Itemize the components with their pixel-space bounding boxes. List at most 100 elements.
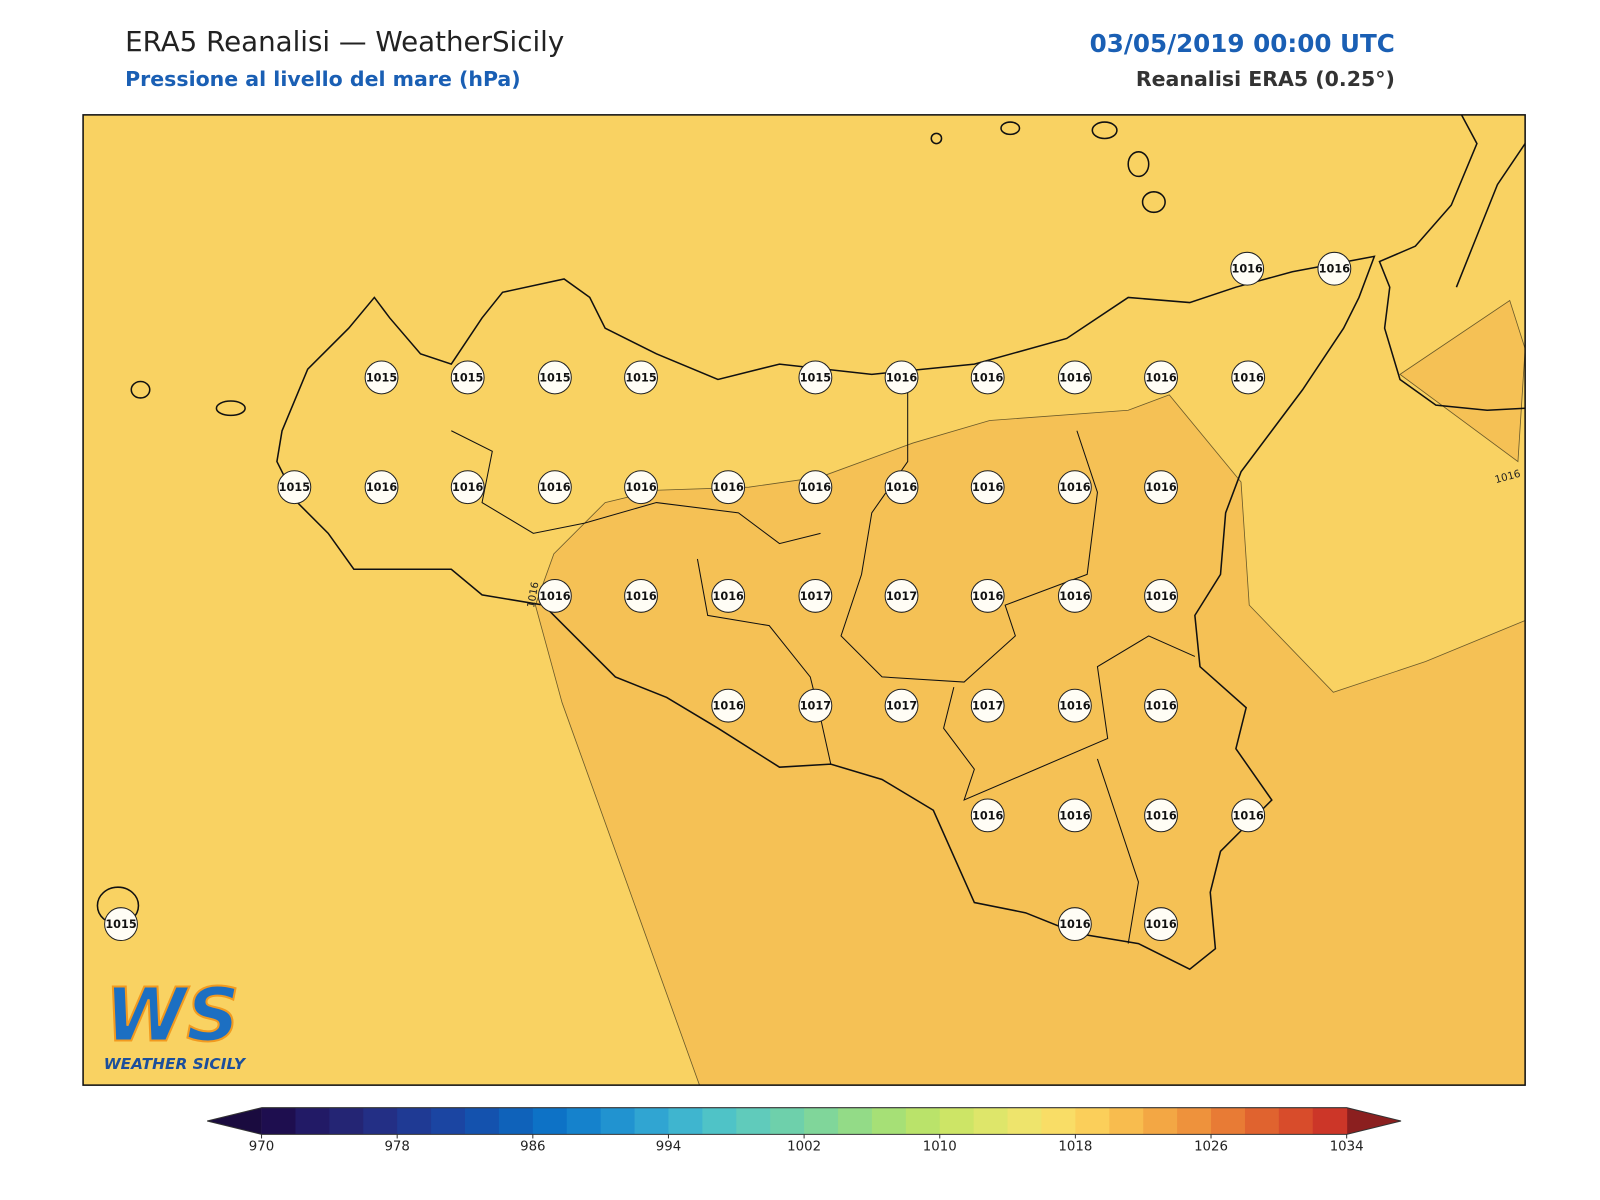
station-marker — [970, 688, 1005, 723]
station-value: 1016 — [972, 590, 1004, 603]
station-marker — [970, 578, 1005, 613]
colorbar-bin — [736, 1107, 771, 1135]
station-marker — [711, 470, 746, 505]
station-marker — [1057, 578, 1092, 613]
station-marker — [1144, 688, 1178, 723]
colorbar-bin — [1075, 1107, 1110, 1135]
colorbar-extend-under — [207, 1107, 262, 1135]
colorbar-bin — [532, 1107, 568, 1135]
station-value: 1017 — [972, 700, 1003, 713]
station-marker — [884, 578, 919, 613]
colorbar-bin — [770, 1107, 805, 1135]
station-value: 1016 — [800, 481, 832, 494]
colorbar-outline — [207, 1107, 1402, 1135]
colorbar-bin — [634, 1107, 669, 1135]
colorbar: 970 978 986 994 1002 1010 1018 1026 1034 — [207, 1107, 1402, 1155]
station-value: 1015 — [452, 371, 484, 384]
station-marker — [798, 360, 833, 395]
station-marker — [884, 470, 919, 505]
station-marker — [537, 578, 572, 613]
station-marker — [1057, 470, 1092, 505]
station-marker — [711, 578, 746, 613]
station-value: 1016 — [1059, 371, 1091, 384]
station-marker — [970, 360, 1005, 395]
colorbar-bin — [905, 1107, 941, 1135]
date: 03/05/2019 00:00 UTC — [1090, 29, 1395, 58]
island — [1000, 121, 1021, 136]
station-marker — [624, 360, 658, 395]
station-marker — [970, 470, 1005, 505]
station-value: 1016 — [1145, 809, 1177, 822]
station-value: 1016 — [972, 371, 1004, 384]
station-marker — [624, 578, 658, 613]
station-value: 1016 — [1145, 590, 1177, 603]
colorbar-bin — [498, 1107, 534, 1135]
colorbar-tick-label: 1034 — [1330, 1140, 1364, 1155]
station-marker — [1144, 798, 1178, 833]
station-value: 1016 — [1145, 371, 1177, 384]
colorbar-tick-label: 970 — [249, 1140, 274, 1155]
colorbar-extend-over — [1346, 1107, 1402, 1135]
station-marker — [1144, 578, 1178, 613]
station-marker — [798, 578, 833, 613]
station-marker — [1230, 251, 1265, 286]
station-value: 1016 — [1059, 481, 1091, 494]
island — [930, 132, 943, 145]
station-marker — [104, 907, 138, 942]
station-value: 1016 — [1145, 481, 1177, 494]
colorbar-bin — [668, 1107, 703, 1135]
station-marker — [277, 470, 312, 505]
colorbar-bin — [1177, 1107, 1212, 1135]
station-marker — [970, 798, 1005, 833]
island — [1141, 191, 1166, 214]
map-frame — [82, 114, 1526, 1086]
logo-mark: WS — [105, 973, 240, 1059]
station-value: 1017 — [886, 700, 917, 713]
colorbar-bin — [397, 1107, 432, 1135]
colorbar-tick-label: 994 — [656, 1140, 681, 1155]
subtitle: Pressione al livello del mare (hPa) — [125, 67, 521, 91]
colorbar-bin — [1244, 1107, 1280, 1135]
colorbar-bin — [1007, 1107, 1042, 1135]
station-value: 1015 — [366, 371, 398, 384]
station-value: 1016 — [452, 481, 484, 494]
island — [130, 380, 151, 399]
station-marker — [1144, 907, 1178, 942]
station-value: 1016 — [1231, 263, 1263, 276]
station-marker — [1057, 360, 1092, 395]
map: 1016 1016 1016 1016 1015 1015 1015 1015 1015 10… — [83, 114, 1526, 1086]
station-marker — [798, 470, 833, 505]
station-value: 1016 — [972, 809, 1004, 822]
colorbar-bin — [838, 1107, 873, 1135]
station-value: 1015 — [625, 371, 657, 384]
calabria-coast — [1378, 114, 1526, 412]
colorbar-bin — [363, 1107, 398, 1135]
colorbar-bin — [329, 1107, 364, 1135]
station-value: 1016 — [972, 481, 1004, 494]
title: ERA5 Reanalisi — WeatherSicily — [125, 25, 564, 58]
station-value: 1016 — [1233, 371, 1265, 384]
station-value: 1015 — [539, 371, 571, 384]
colorbar-bin — [939, 1107, 975, 1135]
station-value: 1016 — [1059, 918, 1091, 931]
station-marker — [1144, 360, 1178, 395]
station-marker — [1057, 907, 1092, 942]
contour-label: 1016 — [525, 581, 541, 609]
station-value: 1015 — [279, 481, 311, 494]
station-value: 1016 — [713, 481, 745, 494]
province-border — [696, 558, 832, 765]
station-value: 1017 — [800, 700, 831, 713]
colorbar-tick-label: 1018 — [1058, 1140, 1092, 1155]
station-marker — [624, 470, 658, 505]
sicily-coast — [276, 255, 1376, 971]
colorbar-tick-label: 1010 — [923, 1140, 957, 1155]
logo: WS WEATHER SICILY — [104, 972, 247, 1074]
station-value: 1016 — [886, 481, 918, 494]
station-value: 1016 — [625, 481, 657, 494]
coastlines — [96, 114, 1526, 971]
station-value: 1016 — [366, 481, 398, 494]
source: Reanalisi ERA5 (0.25°) — [1136, 67, 1395, 91]
colorbar-tick-label: 986 — [520, 1140, 545, 1155]
station-value: 1016 — [886, 371, 918, 384]
